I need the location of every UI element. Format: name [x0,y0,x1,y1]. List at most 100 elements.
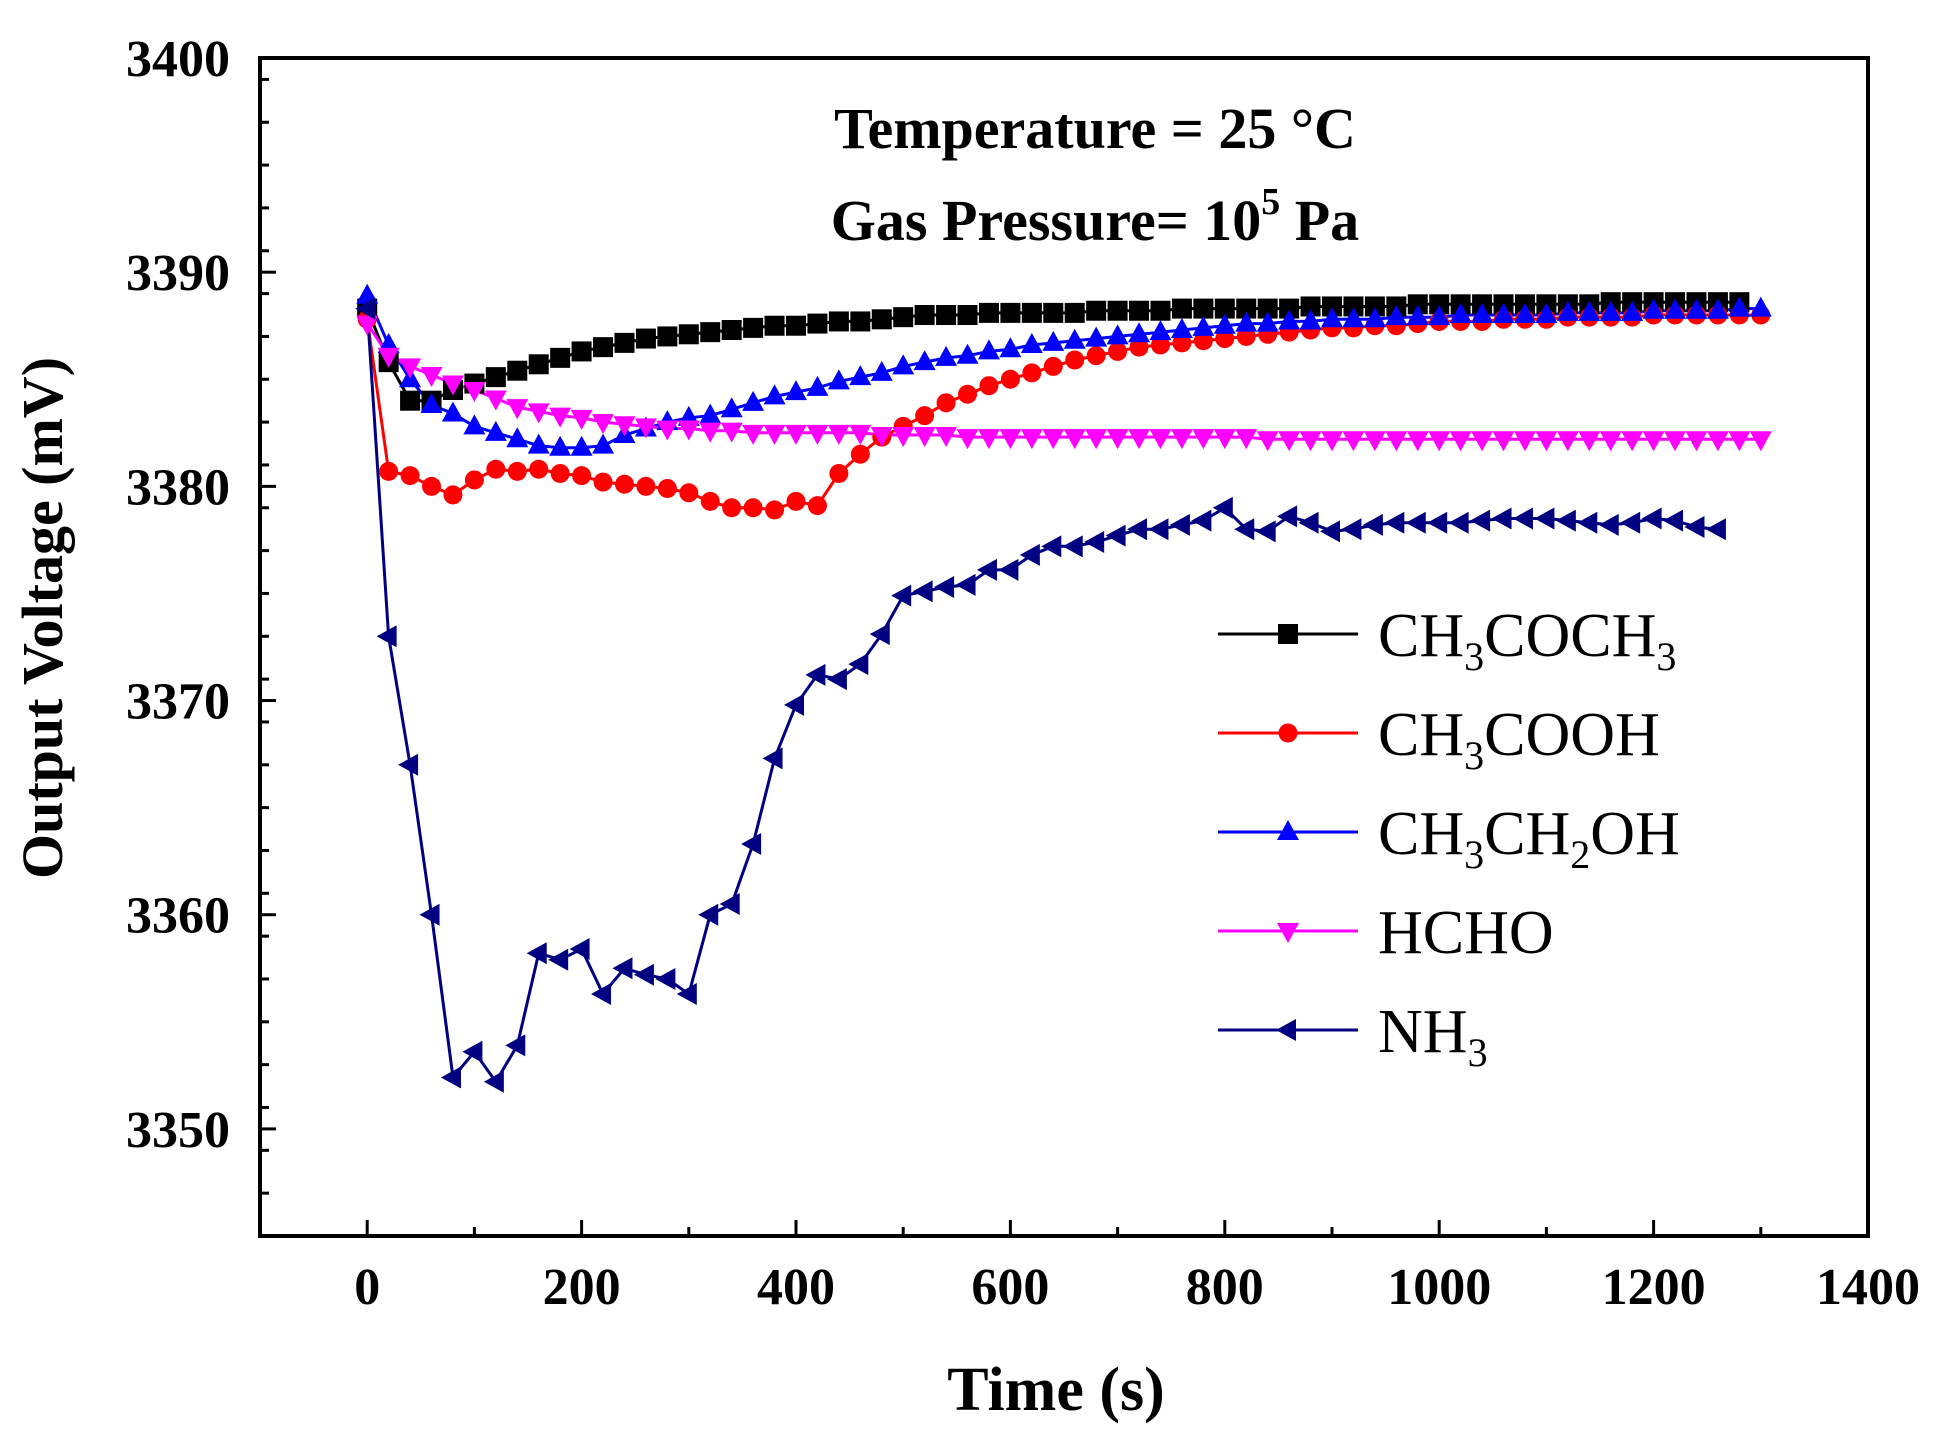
data-point-hcho [377,347,400,368]
data-point-hcho [1063,429,1086,450]
x-tick-label: 1200 [1602,1259,1706,1316]
data-point-hcho [1728,431,1751,452]
legend-label-ch3cooh: CH3COOH [1378,701,1660,778]
legend-marker [1276,1019,1296,1041]
data-point-ch3cooh [1172,333,1192,353]
data-point-hcho [1363,431,1386,452]
data-point-ch3cooh [1150,335,1170,355]
data-point-ch3ch2oh [1106,324,1129,345]
data-point-nh3 [462,1040,483,1063]
data-point-ch3cooh [722,498,742,518]
y-tick-label: 3400 [126,31,230,88]
data-point-nh3 [1684,516,1705,539]
data-point-hcho [870,426,893,447]
data-point-ch3ch2oh [1042,330,1065,351]
data-point-nh3 [1255,520,1276,543]
data-point-nh3 [398,753,419,776]
data-point-nh3 [1341,518,1362,541]
data-point-nh3 [676,982,697,1005]
data-point-ch3coch3 [635,328,656,349]
data-point-ch3ch2oh [527,433,550,454]
data-point-hcho [720,422,743,443]
data-point-ch3cooh [850,444,870,464]
data-point-ch3ch2oh [1599,300,1622,321]
data-point-hcho [570,409,593,430]
data-point-ch3coch3 [957,305,978,326]
data-point-nh3 [1191,509,1212,532]
data-point-nh3 [848,653,869,676]
data-point-ch3cooh [572,466,592,486]
data-point-hcho [677,420,700,441]
data-point-hcho [506,399,529,420]
data-point-ch3ch2oh [1449,303,1472,324]
data-point-ch3cooh [979,376,999,396]
data-point-hcho [999,429,1022,450]
data-point-ch3ch2oh [1213,313,1236,334]
data-point-hcho [977,429,1000,450]
data-point-hcho [656,420,679,441]
data-point-ch3ch2oh [570,435,593,456]
data-point-nh3 [1169,513,1190,536]
data-point-hcho [1235,429,1258,450]
data-point-ch3ch2oh [935,345,958,366]
data-point-ch3coch3 [1236,298,1257,319]
data-point-ch3ch2oh [913,350,936,371]
data-point-ch3ch2oh [1706,298,1729,319]
x-tick-label: 1000 [1387,1259,1491,1316]
plot-markers [355,283,1772,1093]
data-point-nh3 [955,573,976,596]
data-point-ch3coch3 [936,305,957,326]
data-point-ch3cooh [807,496,827,516]
data-point-ch3coch3 [1086,300,1107,321]
data-point-ch3ch2oh [1728,296,1751,317]
data-point-ch3ch2oh [1020,333,1043,354]
pressure-prefix: Gas Pressure= 10 [831,188,1261,253]
data-point-hcho [463,381,486,402]
legend-item-ch3ch2oh: CH3CH2OH [1218,800,1680,877]
data-point-hcho [1642,431,1665,452]
data-point-nh3 [912,580,933,603]
pressure-annotation: Gas Pressure= 105 Pa [831,181,1359,253]
data-point-nh3 [655,967,676,990]
data-point-hcho [1085,429,1108,450]
data-point-nh3 [1127,518,1148,541]
data-point-ch3cooh [657,479,677,499]
data-point-ch3ch2oh [484,420,507,441]
data-point-ch3ch2oh [1235,311,1258,332]
legend-item-ch3coch3: CH3COCH3 [1218,602,1676,679]
data-point-hcho [1749,431,1772,452]
data-point-nh3 [483,1070,504,1093]
data-point-hcho [785,424,807,445]
data-point-ch3coch3 [1300,296,1321,317]
data-point-nh3 [805,663,826,686]
data-point-nh3 [826,668,847,691]
data-point-ch3ch2oh [1321,307,1343,328]
data-point-nh3 [1019,543,1040,566]
data-point-nh3 [1362,513,1383,536]
x-tick-label: 200 [543,1259,621,1316]
data-point-hcho [1621,431,1644,452]
y-tick-label: 3380 [126,459,230,516]
data-point-hcho [1513,431,1536,452]
data-point-ch3ch2oh [763,384,786,405]
x-tick-label: 1400 [1816,1259,1920,1316]
y-tick-label: 3370 [126,674,230,731]
data-point-ch3ch2oh [1085,326,1108,347]
data-point-ch3coch3 [1171,298,1192,319]
data-point-ch3cooh [1043,356,1063,376]
pressure-exponent: 5 [1261,181,1280,223]
data-point-ch3ch2oh [1471,303,1494,324]
data-point-nh3 [612,957,633,980]
data-point-hcho [1213,429,1236,450]
data-point-ch3cooh [1065,350,1085,370]
data-point-hcho [956,429,979,450]
data-point-ch3ch2oh [1149,320,1172,341]
data-point-ch3coch3 [828,311,849,332]
data-point-ch3cooh [700,491,720,511]
data-point-ch3coch3 [571,341,592,362]
data-point-hcho [356,315,379,336]
data-point-nh3 [1555,509,1576,532]
data-point-nh3 [762,747,783,770]
data-point-nh3 [998,558,1019,581]
data-point-ch3coch3 [1021,302,1042,323]
